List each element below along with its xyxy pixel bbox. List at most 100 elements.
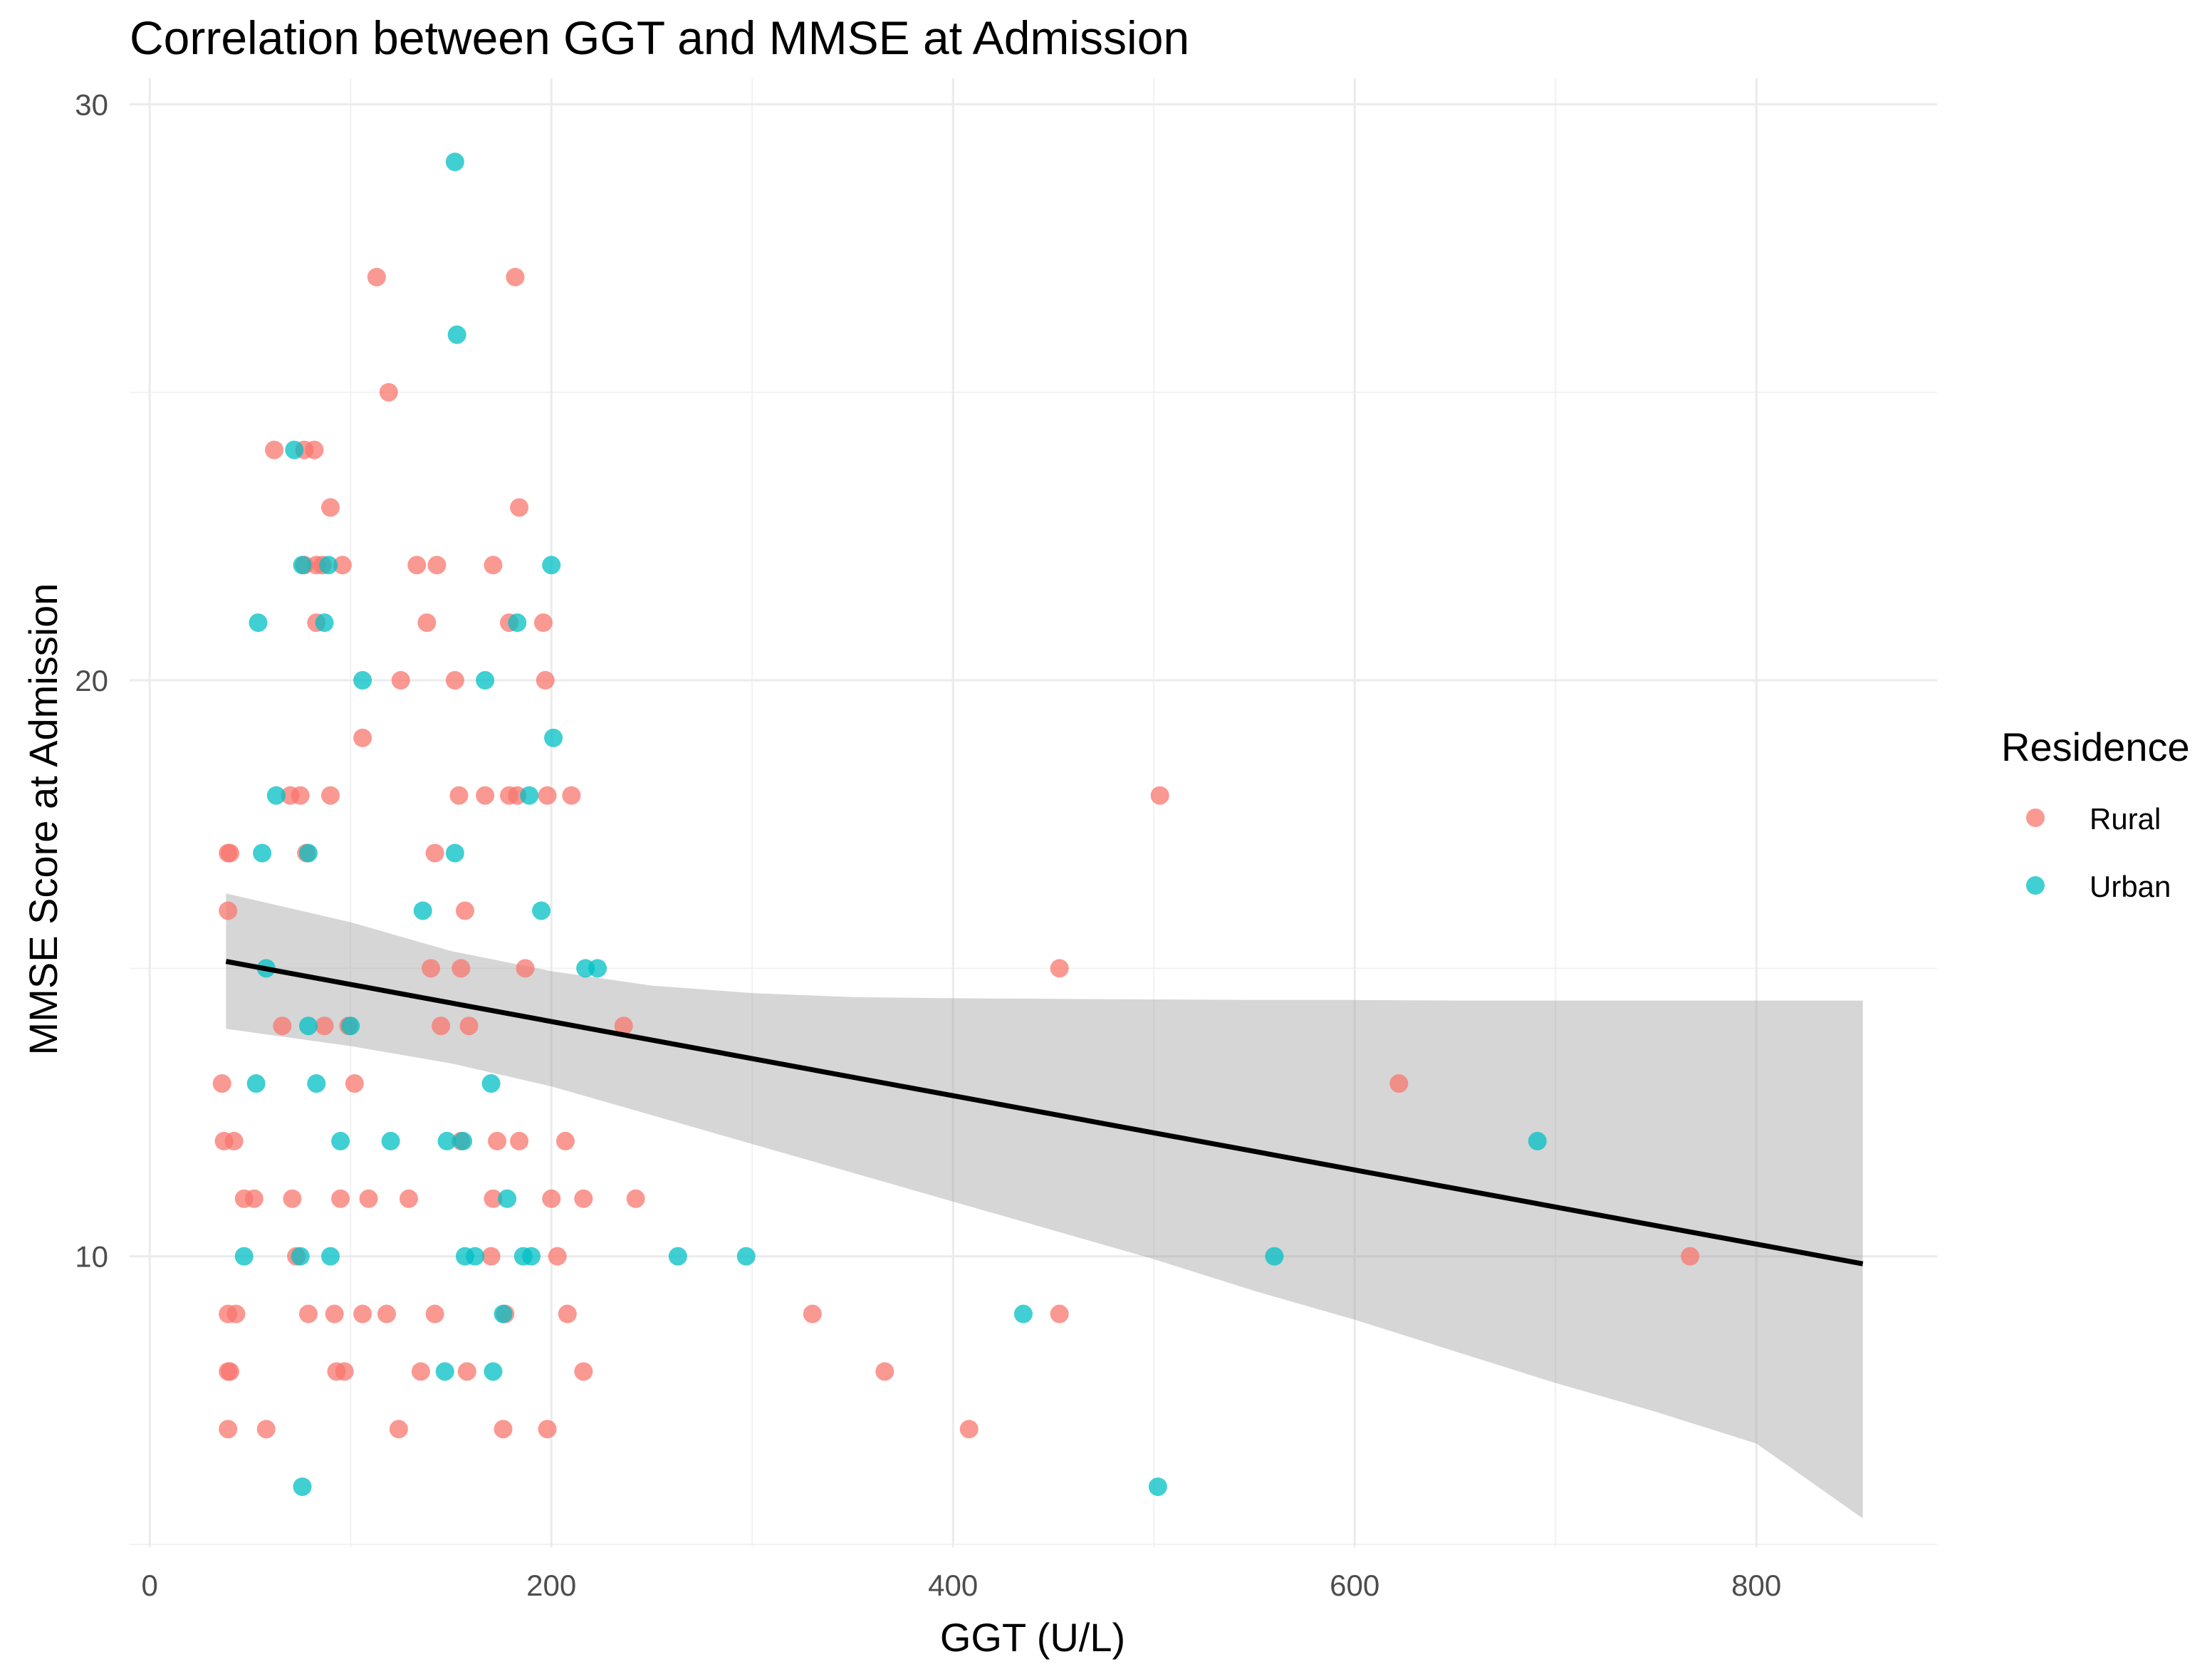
point-urban xyxy=(520,786,539,805)
x-axis-title: GGT (U/L) xyxy=(940,1615,1125,1660)
point-rural xyxy=(212,1074,231,1093)
point-urban xyxy=(1265,1247,1284,1266)
point-rural xyxy=(533,613,553,633)
point-rural xyxy=(377,1304,396,1324)
y-axis-title: MMSE Score at Admission xyxy=(21,583,66,1056)
point-rural xyxy=(226,1304,246,1324)
point-urban xyxy=(381,1131,400,1150)
y-axis-ticks: 10 20 30 xyxy=(75,88,108,1273)
point-urban xyxy=(249,613,268,633)
point-rural xyxy=(432,1017,451,1036)
point-rural xyxy=(1681,1247,1700,1266)
point-rural xyxy=(331,1189,350,1208)
x-tick-label: 200 xyxy=(526,1569,576,1602)
legend-label-urban: Urban xyxy=(2090,870,2171,903)
point-rural xyxy=(422,959,440,978)
point-rural xyxy=(875,1362,894,1381)
point-rural xyxy=(221,1362,239,1381)
point-rural xyxy=(283,1189,302,1208)
confidence-band-layer xyxy=(226,893,1863,1519)
point-urban xyxy=(481,1074,501,1093)
point-rural xyxy=(391,671,410,690)
point-rural xyxy=(959,1420,979,1439)
point-rural xyxy=(305,440,324,459)
point-rural xyxy=(481,1247,501,1266)
point-urban xyxy=(291,1247,310,1266)
point-rural xyxy=(359,1189,378,1208)
point-urban xyxy=(542,556,561,575)
point-rural xyxy=(506,267,525,286)
point-rural xyxy=(273,1017,292,1036)
point-rural xyxy=(614,1017,633,1036)
point-urban xyxy=(454,1131,473,1150)
point-rural xyxy=(548,1247,567,1266)
point-rural xyxy=(425,843,444,863)
point-rural xyxy=(510,498,529,517)
point-rural xyxy=(452,959,471,978)
point-urban xyxy=(298,843,318,863)
point-rural xyxy=(538,1420,557,1439)
point-rural xyxy=(459,1017,479,1036)
point-urban xyxy=(466,1247,485,1266)
legend-label-rural: Rural xyxy=(2090,802,2161,836)
x-tick-label: 0 xyxy=(142,1569,158,1602)
confidence-band xyxy=(226,893,1863,1519)
point-urban xyxy=(293,556,312,575)
point-urban xyxy=(447,325,466,344)
point-rural xyxy=(626,1189,645,1208)
point-urban xyxy=(293,1477,312,1497)
point-rural xyxy=(562,786,581,805)
point-rural xyxy=(484,1189,503,1208)
point-rural xyxy=(536,671,555,690)
point-urban xyxy=(668,1247,687,1266)
point-rural xyxy=(333,556,352,575)
point-rural xyxy=(244,1189,264,1208)
point-rural xyxy=(291,786,310,805)
point-urban xyxy=(246,1074,266,1093)
point-rural xyxy=(494,1420,513,1439)
point-rural xyxy=(389,1420,408,1439)
legend-key-rural xyxy=(2026,809,2045,827)
point-rural xyxy=(1050,959,1069,978)
point-rural xyxy=(427,556,447,575)
point-rural xyxy=(345,1074,364,1093)
point-urban xyxy=(1528,1131,1547,1150)
x-axis-ticks: 0 200 400 600 800 xyxy=(142,1569,1782,1602)
point-rural xyxy=(449,786,469,805)
point-rural xyxy=(484,556,503,575)
point-rural xyxy=(457,1362,476,1381)
point-rural xyxy=(411,1362,430,1381)
point-rural xyxy=(558,1304,577,1324)
point-urban xyxy=(1013,1304,1033,1324)
point-rural xyxy=(224,1131,244,1150)
point-rural xyxy=(516,959,535,978)
point-urban xyxy=(532,901,551,920)
point-urban xyxy=(321,1247,340,1266)
point-urban xyxy=(445,152,464,172)
point-rural xyxy=(219,901,238,920)
point-rural xyxy=(488,1131,507,1150)
point-rural xyxy=(538,786,557,805)
point-rural xyxy=(321,498,340,517)
point-rural xyxy=(315,1017,334,1036)
point-rural xyxy=(574,1362,593,1381)
point-rural xyxy=(221,843,239,863)
point-rural xyxy=(445,671,464,690)
point-urban xyxy=(445,843,464,863)
point-urban xyxy=(736,1247,756,1266)
point-urban xyxy=(498,1189,517,1208)
point-rural xyxy=(425,1304,444,1324)
point-rural xyxy=(407,556,427,575)
y-tick-label: 10 xyxy=(75,1240,108,1274)
x-tick-label: 600 xyxy=(1330,1569,1379,1602)
data-points xyxy=(212,152,1700,1497)
point-rural xyxy=(1150,786,1169,805)
point-rural xyxy=(399,1189,418,1208)
x-tick-label: 400 xyxy=(928,1569,978,1602)
point-rural xyxy=(353,728,372,747)
point-urban xyxy=(353,671,372,690)
point-rural xyxy=(455,901,474,920)
point-urban xyxy=(588,959,607,978)
point-urban xyxy=(319,556,338,575)
